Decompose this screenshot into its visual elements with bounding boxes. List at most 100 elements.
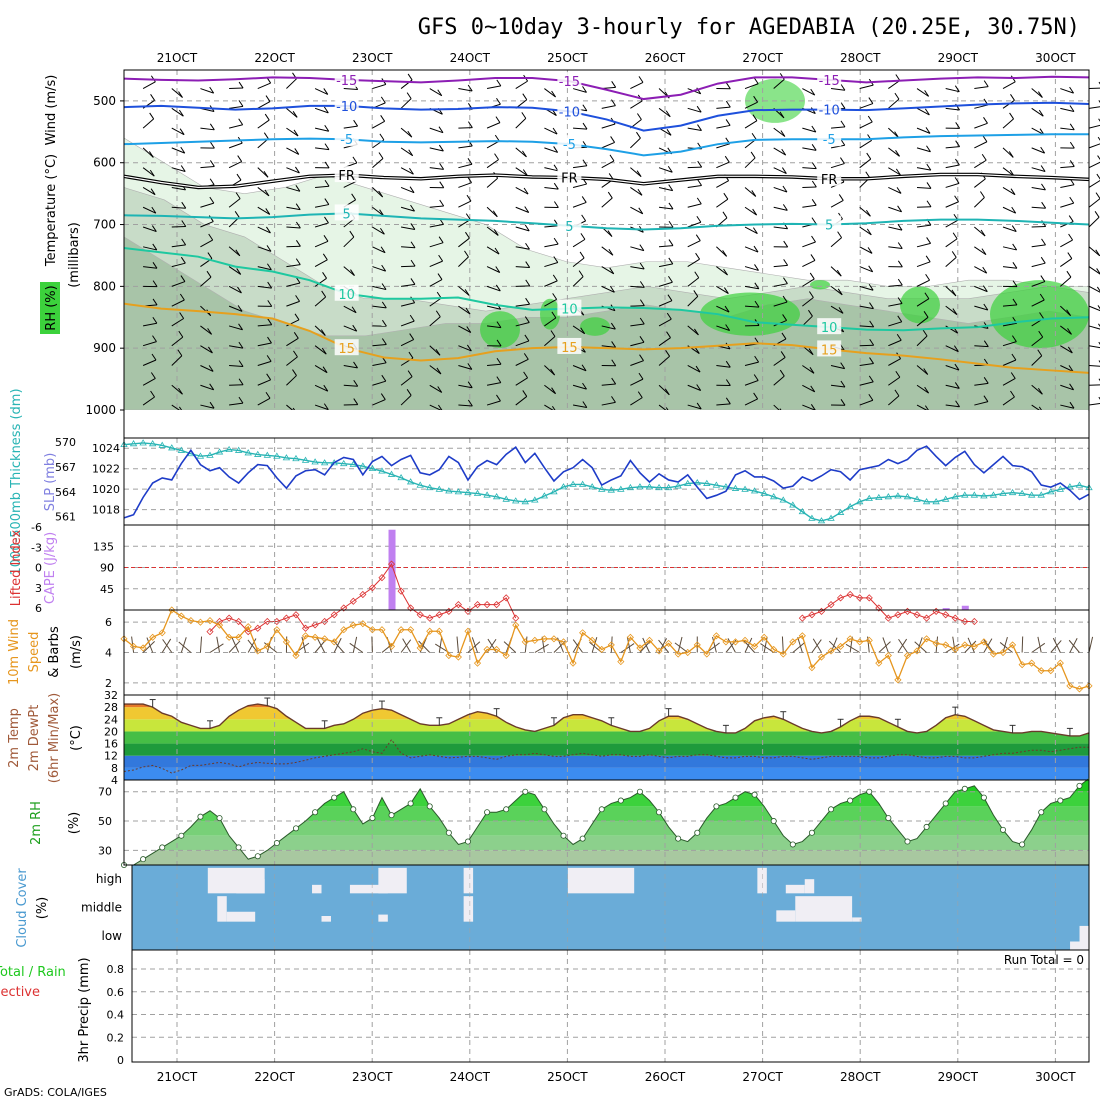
wind-barb-flag: [722, 250, 728, 257]
wind-barb: [658, 127, 672, 136]
wind-barb: [343, 180, 357, 188]
wind-speed-point: [693, 641, 701, 649]
wind-barb: [257, 342, 272, 347]
rh-point: [1076, 782, 1083, 789]
wind-speed-point: [196, 618, 205, 626]
surface-wind-barb: [712, 636, 717, 653]
wind-barb-flag: [180, 146, 186, 154]
isotherm-line: [123, 75, 1090, 101]
wind-barb-flag: [809, 367, 815, 374]
wind-speed-point: [464, 627, 472, 635]
isotherm-line: [123, 212, 1090, 231]
wind-barb-flag: [238, 360, 244, 367]
wind-barb-flag: [381, 374, 387, 382]
wind-barb-flag: [294, 313, 300, 321]
wind-barb: [1031, 186, 1046, 191]
surface-wind-barb: [332, 640, 345, 653]
wind-barb-flag: [639, 281, 645, 288]
wind-barb-flag: [235, 192, 241, 199]
isotherm-label: -10: [336, 100, 357, 115]
wind-barb: [716, 161, 730, 169]
wind-barb-flag: [324, 161, 330, 169]
wind-barb-flag: [582, 122, 588, 130]
wind-barb: [286, 226, 301, 229]
wind-barb-flag: [611, 359, 617, 367]
wind-barb: [486, 266, 500, 273]
wind-speed-point: [789, 638, 797, 646]
rh-point: [445, 829, 452, 836]
wind-speed-point: [712, 632, 720, 640]
surface-wind-barb: [146, 637, 154, 653]
wind-barb: [315, 185, 330, 188]
wind-speed-point: [588, 636, 596, 644]
cloud-patch: [804, 879, 815, 894]
wind-barb: [372, 226, 385, 235]
wind-barb: [974, 141, 988, 149]
rh-point: [178, 832, 185, 839]
wind-barb-flag: [238, 341, 244, 349]
cloud-patch: [567, 867, 635, 894]
wind-barb-flag: [666, 129, 672, 136]
wind-barb: [659, 245, 674, 248]
wind-speed-point: [846, 635, 854, 643]
wind-barb-flag: [896, 187, 902, 194]
wind-barb: [974, 266, 987, 274]
wind-barb-flag: [267, 336, 272, 344]
wind-speed-point: [330, 638, 338, 646]
wind-barb: [1031, 206, 1046, 209]
wind-barb-flag: [178, 91, 183, 98]
wind-barb-flag: [982, 285, 988, 292]
surface-wind-barb: [591, 637, 598, 653]
wind-speed-point: [139, 644, 147, 652]
wind-barb-flag: [464, 250, 469, 258]
wind-barb: [400, 226, 415, 230]
wind-barb: [343, 88, 358, 91]
rh-point: [273, 840, 280, 847]
wind-barb: [888, 284, 903, 287]
thickness-tick: 564: [55, 486, 76, 499]
wind-barb: [888, 127, 899, 139]
wind-barb-flag: [436, 367, 442, 375]
wind-barb: [171, 281, 186, 287]
wind-speed-point: [1047, 667, 1055, 675]
thickness-point: [168, 444, 176, 451]
wind-barb: [200, 276, 212, 287]
wind-barb-flag: [840, 157, 845, 164]
wind-barb: [487, 363, 502, 366]
wind-barb-flag: [982, 135, 988, 143]
rh-point: [923, 823, 930, 830]
lifted-index-point: [225, 614, 233, 622]
surface-wind-barb: [1052, 637, 1061, 653]
wind-barb: [515, 147, 527, 158]
wind-barb: [630, 323, 645, 327]
wind-barb-flag: [954, 363, 960, 371]
wind-barb-flag: [550, 368, 556, 376]
wind-barb: [228, 266, 241, 275]
cloud-patch: [378, 867, 407, 894]
wind-barb: [1088, 285, 1100, 293]
day-label-bottom: 27OCT: [742, 1070, 783, 1084]
wind-speed-point: [292, 651, 300, 660]
wind-barb: [400, 206, 415, 212]
thickness-point: [215, 448, 224, 455]
wind-barb: [773, 167, 787, 175]
wind-barb-flag: [923, 311, 929, 318]
wind-barb-flag: [783, 277, 788, 284]
wind-barb: [773, 186, 788, 193]
wind-barb: [572, 183, 587, 188]
precip-tick: 0.2: [107, 1031, 125, 1044]
wind-barb: [400, 320, 415, 327]
wind-barb: [257, 82, 271, 90]
surface-wind-barb: [897, 638, 908, 653]
wind-barb: [716, 124, 731, 129]
surface-wind-barb: [983, 639, 994, 653]
wind-barb-flag: [811, 199, 817, 206]
wind-barb: [601, 123, 616, 129]
wind-barb: [888, 187, 902, 194]
wind-barb-flag: [1010, 94, 1015, 101]
wind-barb: [859, 266, 873, 273]
wind-barb-flag: [865, 171, 871, 179]
wind-barb-flag: [381, 338, 387, 345]
wind-barb: [802, 278, 815, 287]
wind-barb-flag: [209, 383, 215, 391]
